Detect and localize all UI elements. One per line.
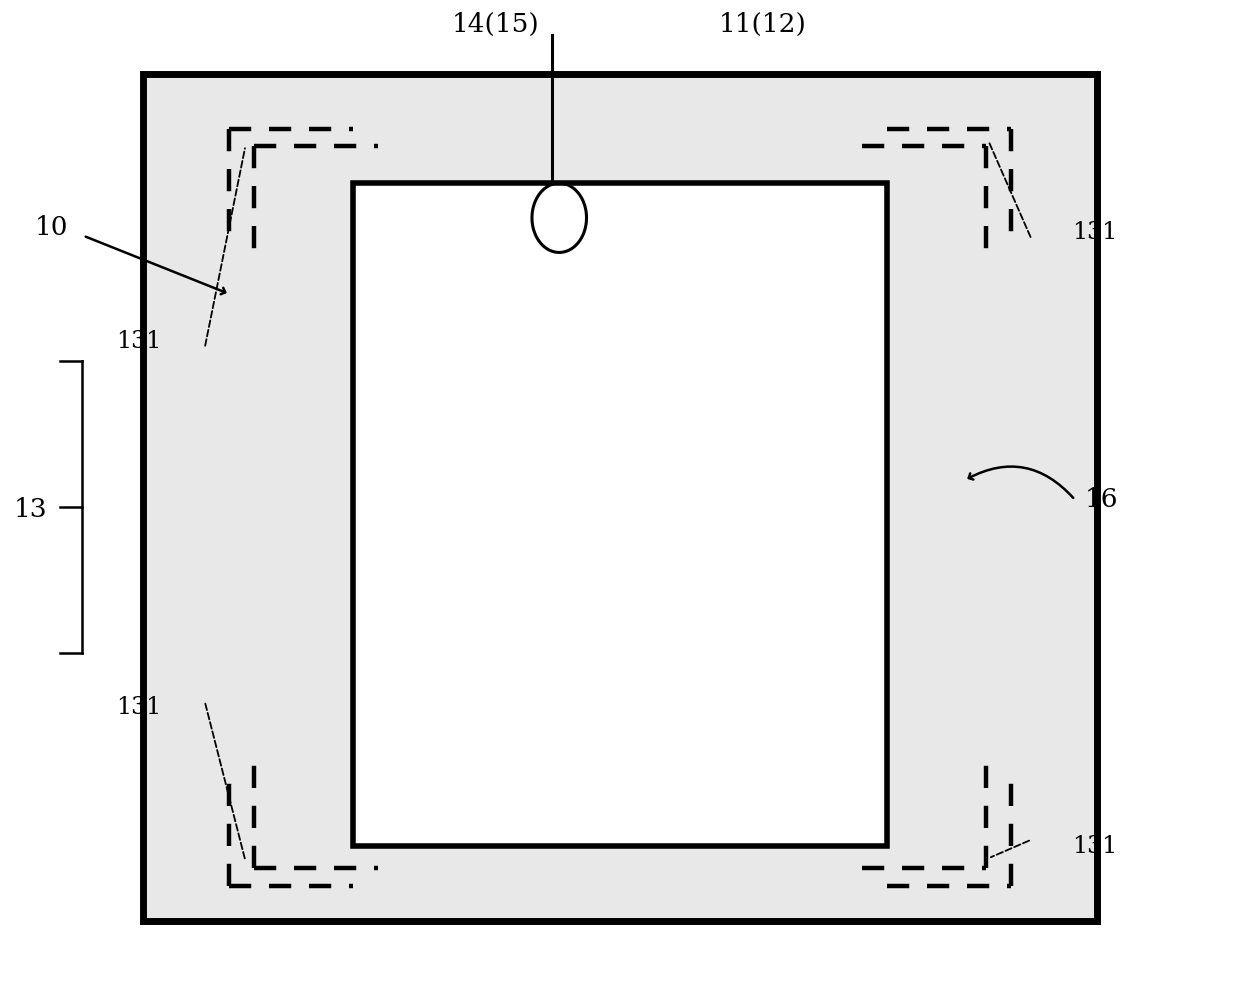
Text: 14(15): 14(15) [453,12,539,38]
Text: 11(12): 11(12) [719,12,806,38]
Polygon shape [353,183,887,846]
Text: 131: 131 [1073,835,1117,858]
Text: 10: 10 [35,215,68,241]
Polygon shape [143,74,1097,921]
Text: 131: 131 [117,696,161,720]
Text: 131: 131 [117,330,161,353]
Text: 131: 131 [1073,221,1117,245]
Text: 16: 16 [1085,487,1118,513]
Text: 13: 13 [14,497,48,523]
